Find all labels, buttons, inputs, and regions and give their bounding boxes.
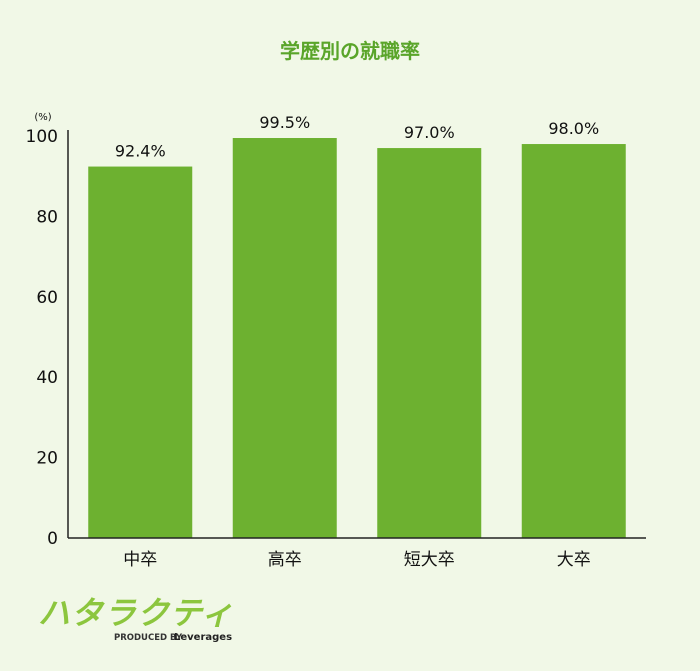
y-tick-label: 80 xyxy=(36,207,58,227)
bar-data-label: 98.0% xyxy=(548,119,599,138)
bar xyxy=(88,166,193,538)
bar-data-label: 99.5% xyxy=(259,113,310,132)
logo-wordmark: ハタラクティブ xyxy=(38,594,236,632)
bar-data-label: 97.0% xyxy=(404,123,455,142)
y-tick-label: 40 xyxy=(36,368,58,388)
bar xyxy=(521,144,626,539)
hataractive-logo: ハタラクティブ PRODUCED BY Leverages xyxy=(38,594,236,643)
x-category-label: 高卒 xyxy=(268,550,302,570)
y-axis-unit: (%) xyxy=(34,112,51,123)
x-category-label: 短大卒 xyxy=(404,550,455,570)
y-axis-ticks: 0 20 40 60 80 100 xyxy=(26,127,58,549)
chart-title: 学歴別の就職率 xyxy=(280,39,420,63)
data-labels: 92.4% 99.5% 97.0% 98.0% xyxy=(115,113,599,161)
bar xyxy=(232,138,337,538)
y-tick-label: 60 xyxy=(36,288,58,308)
y-tick-label: 0 xyxy=(47,529,58,549)
y-tick-label: 20 xyxy=(36,449,58,469)
logo-brand: Leverages xyxy=(174,632,232,643)
bars xyxy=(88,138,626,539)
bar xyxy=(377,148,482,538)
y-tick-label: 100 xyxy=(26,127,58,147)
x-category-label: 大卒 xyxy=(557,550,591,570)
category-labels: 中卒 高卒 短大卒 大卒 xyxy=(123,550,591,570)
bar-data-label: 92.4% xyxy=(115,142,166,161)
logo-produced-by: PRODUCED BY xyxy=(114,633,183,643)
x-category-label: 中卒 xyxy=(123,550,157,570)
